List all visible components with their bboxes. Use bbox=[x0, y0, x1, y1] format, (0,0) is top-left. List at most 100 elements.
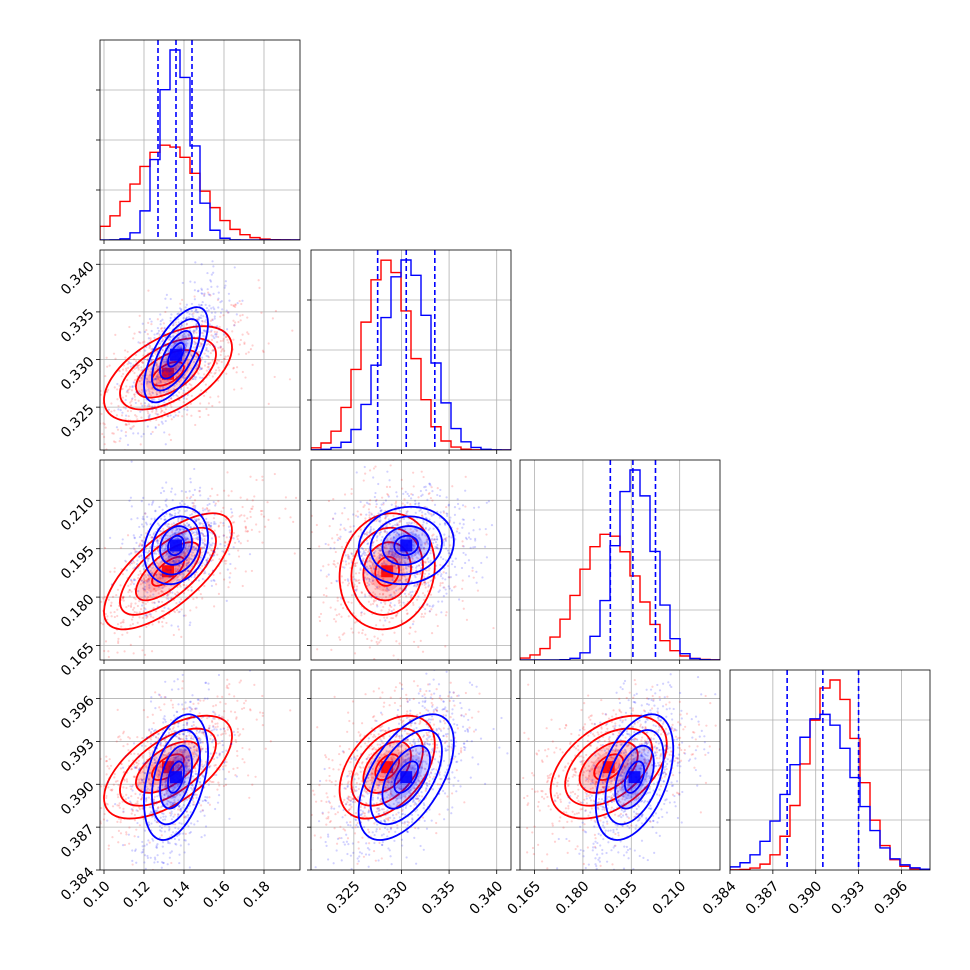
scatter-point bbox=[410, 580, 413, 583]
scatter-point bbox=[419, 572, 422, 576]
scatter-point bbox=[160, 369, 163, 372]
scatter-point bbox=[100, 393, 102, 396]
scatter-point bbox=[140, 378, 143, 381]
scatter-point bbox=[182, 523, 185, 526]
scatter-point bbox=[144, 745, 147, 748]
scatter-point bbox=[122, 364, 125, 367]
scatter-point bbox=[103, 784, 106, 787]
scatter-point bbox=[189, 376, 192, 379]
scatter-point bbox=[137, 399, 140, 402]
scatter-point bbox=[141, 754, 144, 758]
scatter-point bbox=[139, 572, 142, 575]
scatter-point bbox=[150, 503, 154, 506]
scatter-point bbox=[376, 518, 379, 521]
scatter-point bbox=[124, 431, 128, 434]
scatter-point bbox=[423, 541, 426, 544]
scatter-point bbox=[182, 614, 185, 617]
scatter-point bbox=[148, 557, 151, 560]
scatter-point bbox=[147, 415, 150, 418]
scatter-point bbox=[161, 422, 164, 425]
scatter-point bbox=[182, 551, 185, 554]
scatter-point bbox=[138, 374, 141, 377]
scatter-point bbox=[125, 793, 128, 796]
scatter-point bbox=[170, 405, 173, 409]
scatter-point bbox=[185, 536, 188, 539]
scatter-point bbox=[175, 394, 178, 397]
scatter-point bbox=[227, 586, 230, 589]
scatter-point bbox=[153, 405, 156, 408]
scatter-point bbox=[132, 652, 135, 655]
scatter-point bbox=[191, 565, 194, 568]
scatter-point bbox=[197, 289, 200, 292]
scatter-point bbox=[407, 517, 410, 520]
scatter-point bbox=[163, 549, 166, 552]
scatter-point bbox=[119, 621, 122, 625]
scatter-point bbox=[178, 509, 181, 512]
scatter-point bbox=[373, 567, 376, 571]
scatter-point bbox=[60, 647, 62, 649]
scatter-point bbox=[159, 407, 163, 410]
scatter-point bbox=[150, 405, 153, 408]
scatter-point bbox=[243, 520, 246, 523]
scatter-point bbox=[249, 348, 253, 351]
scatter-point bbox=[239, 319, 242, 322]
scatter-point bbox=[180, 598, 183, 601]
scatter-point bbox=[399, 579, 403, 582]
scatter-point bbox=[157, 404, 160, 407]
scatter-point bbox=[200, 319, 204, 323]
scatter-point bbox=[145, 377, 149, 381]
scatter-point bbox=[215, 583, 218, 586]
scatter-point bbox=[165, 481, 168, 484]
scatter-point bbox=[69, 829, 71, 831]
scatter-point bbox=[162, 753, 165, 756]
scatter-point bbox=[150, 432, 153, 435]
scatter-point bbox=[164, 297, 167, 300]
scatter-point bbox=[311, 688, 313, 690]
scatter-point bbox=[376, 573, 380, 576]
scatter-point bbox=[122, 595, 125, 599]
scatter-point bbox=[187, 556, 190, 559]
scatter-point bbox=[413, 574, 416, 577]
scatter-point bbox=[360, 513, 363, 516]
scatter-point bbox=[427, 585, 430, 588]
scatter-point bbox=[451, 485, 454, 488]
scatter-point bbox=[207, 362, 210, 365]
scatter-point bbox=[411, 556, 414, 560]
scatter-point bbox=[420, 494, 423, 498]
scatter-point bbox=[140, 523, 144, 526]
scatter-point bbox=[344, 554, 347, 557]
scatter-point bbox=[235, 313, 238, 316]
scatter-point bbox=[122, 596, 125, 599]
scatter-point bbox=[311, 514, 313, 517]
scatter-point bbox=[340, 545, 344, 549]
scatter-point bbox=[203, 293, 206, 296]
scatter-point bbox=[176, 313, 179, 316]
scatter-point bbox=[181, 335, 184, 338]
scatter-point bbox=[237, 555, 241, 558]
scatter-point bbox=[413, 534, 417, 537]
scatter-point bbox=[130, 518, 133, 521]
scatter-point bbox=[212, 746, 215, 749]
scatter-point bbox=[200, 288, 204, 292]
scatter-point bbox=[146, 359, 149, 362]
scatter-point bbox=[181, 415, 184, 418]
scatter-point bbox=[138, 545, 141, 548]
scatter-point bbox=[150, 329, 153, 333]
scatter-point bbox=[449, 576, 452, 579]
scatter-point bbox=[212, 335, 215, 338]
scatter-point bbox=[237, 320, 240, 324]
scatter-point bbox=[333, 547, 336, 550]
scatter-point bbox=[223, 559, 226, 562]
scatter-point bbox=[96, 372, 98, 374]
scatter-point bbox=[424, 543, 427, 546]
scatter-point bbox=[190, 394, 193, 397]
scatter-point bbox=[193, 298, 196, 301]
scatter-point bbox=[186, 569, 189, 572]
scatter-point bbox=[212, 780, 215, 784]
scatter-point bbox=[170, 523, 173, 526]
scatter-point bbox=[112, 352, 116, 355]
scatter-point bbox=[140, 544, 144, 547]
scatter-point bbox=[358, 579, 361, 582]
scatter-point bbox=[207, 497, 210, 500]
scatter-point bbox=[400, 575, 403, 578]
